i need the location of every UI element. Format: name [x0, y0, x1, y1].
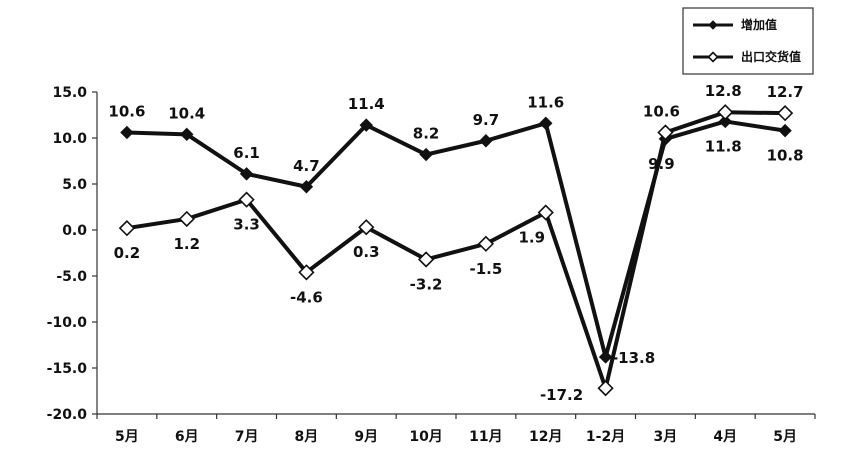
data-label-added-value: -13.8	[612, 349, 655, 367]
series-line-export-value	[126, 110, 786, 391]
data-label-export-value: 1.2	[173, 235, 200, 253]
y-tick-label: 0.0	[62, 223, 87, 239]
data-label-added-value: 10.6	[108, 102, 145, 120]
legend-marker-export-value	[707, 51, 719, 63]
data-point-export-value	[657, 124, 674, 141]
data-label-added-value: 4.7	[293, 157, 320, 175]
x-tick-label: 5月	[115, 429, 139, 445]
data-point-export-value	[776, 105, 794, 122]
data-point-added-value	[120, 125, 134, 140]
data-label-export-value: -4.6	[290, 288, 323, 306]
data-point-export-value	[178, 210, 195, 228]
data-point-added-value	[598, 350, 613, 364]
x-tick-label: 8月	[295, 429, 319, 445]
data-label-export-value: 0.3	[353, 243, 380, 261]
data-point-added-value	[180, 127, 194, 142]
data-point-added-value	[359, 118, 373, 132]
series-line-added-value	[126, 119, 786, 359]
x-tick-label: 12月	[529, 429, 562, 445]
data-point-export-value	[597, 380, 614, 397]
data-label-added-value: 9.9	[648, 155, 675, 173]
y-tick-label: -10.0	[47, 315, 88, 331]
y-tick-label: 15.0	[52, 85, 87, 101]
data-label-export-value: 10.6	[643, 102, 680, 120]
data-point-added-value	[479, 134, 493, 148]
legend-label-export-value: 出口交货值	[741, 49, 801, 64]
data-point-export-value	[238, 191, 255, 208]
x-tick-label: 1-2月	[586, 429, 625, 445]
x-tick-label: 10月	[409, 429, 442, 445]
x-tick-label: 5月	[773, 429, 797, 445]
y-tick-label: 5.0	[62, 177, 87, 193]
data-point-export-value	[537, 204, 554, 221]
y-tick-label: -5.0	[56, 269, 87, 285]
y-tick-label: -20.0	[47, 407, 88, 423]
legend-label-added-value: 增加值	[741, 17, 777, 32]
data-label-export-value: 1.9	[518, 229, 545, 247]
data-point-export-value	[477, 235, 495, 252]
y-tick-label: 10.0	[52, 131, 87, 147]
x-tick-label: 6月	[175, 429, 199, 445]
x-tick-label: 4月	[713, 429, 737, 445]
data-point-added-value	[239, 167, 254, 181]
data-label-export-value: 0.2	[114, 244, 141, 262]
data-label-export-value: -3.2	[410, 275, 443, 293]
legend-marker-added-value	[708, 20, 718, 30]
data-point-added-value	[778, 123, 792, 138]
data-point-added-value	[299, 180, 314, 194]
x-tick-label: 3月	[654, 429, 678, 445]
legend-box	[682, 7, 814, 75]
data-label-added-value: 10.4	[168, 104, 205, 122]
data-point-export-value	[298, 264, 315, 281]
data-label-export-value: 12.8	[705, 82, 742, 100]
data-label-added-value: 9.7	[473, 111, 500, 129]
data-point-added-value	[718, 114, 732, 129]
data-label-added-value: 6.1	[233, 144, 260, 162]
x-tick-label: 7月	[235, 429, 259, 445]
data-point-export-value	[717, 104, 734, 121]
data-point-export-value	[417, 251, 435, 268]
data-point-export-value	[118, 220, 136, 237]
data-label-export-value: 12.7	[767, 83, 804, 101]
data-label-export-value: 3.3	[233, 216, 260, 234]
data-point-added-value	[419, 147, 433, 162]
data-point-added-value	[539, 116, 553, 130]
data-label-export-value: -17.2	[540, 386, 583, 404]
data-label-added-value: 11.4	[348, 95, 385, 113]
data-point-export-value	[358, 219, 375, 236]
data-label-added-value: 8.2	[413, 125, 440, 143]
y-tick-label: -15.0	[47, 361, 88, 377]
x-tick-label: 11月	[469, 429, 502, 445]
data-label-added-value: 11.6	[527, 93, 564, 111]
x-tick-label: 9月	[354, 429, 378, 445]
data-label-added-value: 10.8	[767, 147, 804, 165]
data-label-added-value: 11.8	[705, 137, 742, 155]
data-label-export-value: -1.5	[470, 260, 503, 278]
